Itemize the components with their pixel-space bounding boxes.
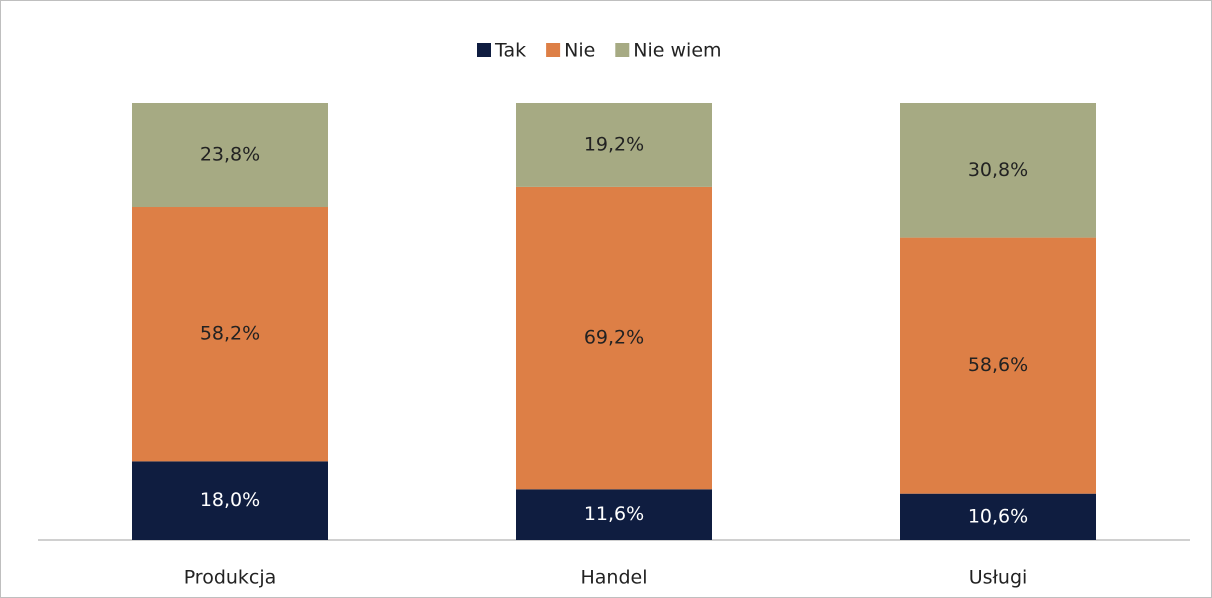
legend-label: Tak	[494, 40, 526, 62]
bar-segment	[132, 207, 328, 462]
data-label: 23,8%	[200, 144, 260, 166]
bar-segment	[900, 237, 1096, 494]
x-tick-label: Produkcja	[184, 567, 277, 589]
bar-segment	[132, 103, 328, 208]
data-label: 18,0%	[200, 489, 260, 511]
legend-label: Nie wiem	[633, 40, 721, 62]
bar-segment	[900, 103, 1096, 238]
data-label: 69,2%	[584, 327, 644, 349]
x-tick-label: Usługi	[969, 567, 1028, 589]
legend-swatch	[615, 43, 630, 57]
bar-segment	[516, 103, 712, 187]
data-label: 58,6%	[968, 354, 1028, 376]
data-label: 30,8%	[968, 159, 1028, 181]
data-label: 58,2%	[200, 323, 260, 345]
data-label: 11,6%	[584, 503, 644, 525]
data-label: 10,6%	[968, 505, 1028, 527]
bar-segment	[900, 493, 1096, 540]
legend-swatch	[546, 43, 561, 57]
bar-segment	[516, 489, 712, 540]
legend-label: Nie	[564, 40, 595, 62]
data-label: 19,2%	[584, 133, 644, 155]
x-tick-label: Handel	[580, 567, 647, 589]
bar-segment	[516, 186, 712, 490]
bar-segment	[132, 461, 328, 540]
legend-swatch	[477, 43, 491, 57]
